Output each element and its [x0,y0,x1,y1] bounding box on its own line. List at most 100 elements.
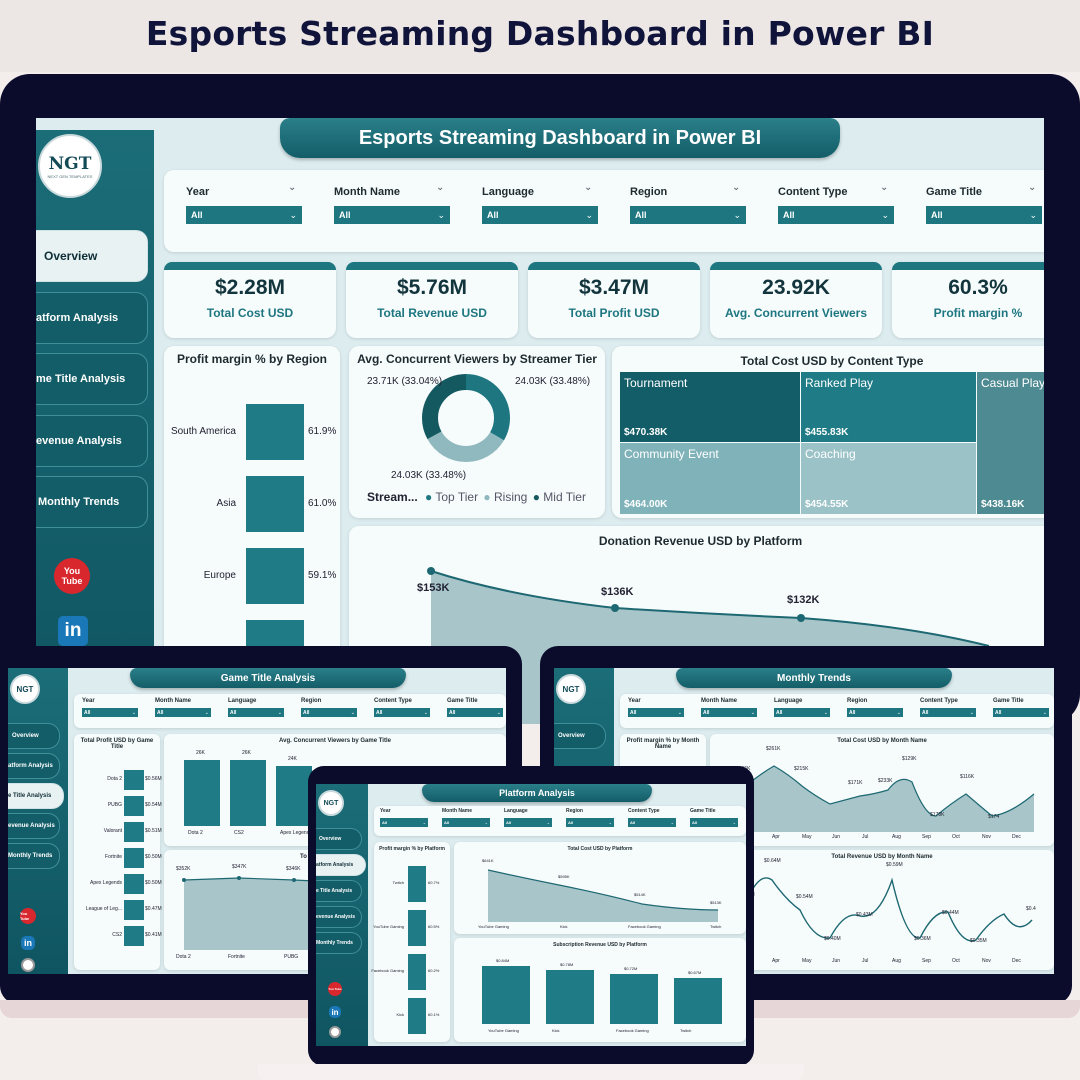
nav-overview[interactable]: Overview [36,230,148,282]
gt-profit-label-2: Valorant [103,828,122,834]
youtube-icon[interactable]: You Tube [328,982,342,996]
region-bar-partial[interactable] [246,620,304,650]
pa-margin-bar-2[interactable] [408,954,426,990]
gt-slicers-dropdown-5[interactable]: All ⌄ [447,708,503,717]
tile-community-event[interactable]: Community Event $464.00K [620,443,800,514]
mt-slicers-dropdown-5[interactable]: All ⌄ [993,708,1049,717]
donut-slice-mid-tier [422,374,510,462]
slicer-dropdown-3[interactable]: All ⌄ [630,206,746,224]
pa-nav-platform[interactable]: atform Analysis [316,854,366,876]
gt-profit-bar-4[interactable] [124,874,144,894]
gt-slicers-dropdown-0[interactable]: All ⌄ [82,708,138,717]
gt-viewers-bar-0[interactable] [184,760,220,826]
pa-margin-label-1: YouTube Gaming [373,924,404,929]
pa-margin-bar-1[interactable] [408,910,426,946]
region-bar-0[interactable] [246,404,304,460]
chevron-down-icon: ⌄ [546,820,550,825]
slicer-dropdown-2[interactable]: All ⌄ [482,206,598,224]
region-bar-2[interactable] [246,548,304,604]
donut-label-2: 24.03K (33.48%) [515,376,591,387]
gt-profit-value-4: $0.50M [145,880,162,886]
youtube-icon[interactable]: You Tube [54,558,90,594]
gt-profit-bar-5[interactable] [124,900,144,920]
youtube-icon[interactable]: You Tube [20,908,36,924]
chevron-down-icon: ⌄ [880,182,889,193]
tile-coaching[interactable]: Coaching $454.55K [801,443,976,514]
pa-slicers-dropdown-3[interactable]: All ⌄ [566,818,614,827]
linkedin-icon[interactable]: in [329,1006,341,1018]
pa-margin-bar-0[interactable] [408,866,426,902]
pa-nav-game-title[interactable]: e Title Analysis [316,880,362,902]
tile-tournament[interactable]: Tournament $470.38K [620,372,800,442]
pa-logo: NGT [318,790,344,816]
nav-monthly-trends[interactable]: Monthly Trends [36,476,148,528]
kpi-card-cap [710,262,882,270]
pa-nav-revenue[interactable]: evenue Analysis [316,906,362,928]
gt-profit-bar-0[interactable] [124,770,144,790]
chevron-down-icon: ⌄ [969,709,974,716]
globe-icon[interactable] [329,1026,341,1038]
mt-revenue-label-3: $0.40M [824,936,841,942]
mt-cost-area [710,766,1034,832]
mt-slicers-dropdown-4[interactable]: All ⌄ [920,708,976,717]
mt-slicers-dropdown-1[interactable]: All ⌄ [701,708,757,717]
nav-overview-label: Overview [44,249,98,263]
tile-ranked-play[interactable]: Ranked Play $455.83K [801,372,976,442]
gt-lower-point-1 [182,878,186,882]
kpi-value-4: 60.3% [948,276,1008,299]
gt-slicers-dropdown-1[interactable]: All ⌄ [155,708,211,717]
mt-slicers-dropdown-2[interactable]: All ⌄ [774,708,830,717]
tile-casual-play[interactable]: Casual Play $438.16K [977,372,1044,514]
linkedin-icon[interactable]: in [58,616,88,646]
slicer-dropdown-1[interactable]: All ⌄ [334,206,450,224]
pa-margin-bar-3[interactable] [408,998,426,1034]
linkedin-icon[interactable]: in [21,936,35,950]
pa-sub-bar-2[interactable] [610,974,658,1024]
gt-profit-bar-1[interactable] [124,796,144,816]
gt-viewers-axis-1: CS2 [234,830,244,836]
nav-game-title-analysis[interactable]: me Title Analysis [36,353,148,405]
region-value-2: 59.1% [308,570,337,581]
gt-slicers-dropdown-3[interactable]: All ⌄ [301,708,357,717]
region-bar-1[interactable] [246,476,304,532]
slicer-dropdown-5[interactable]: All ⌄ [926,206,1042,224]
gt-nav-monthly[interactable]: Monthly Trends [8,843,60,869]
pa-sub-axis-3: Twitch [680,1028,692,1033]
gt-viewers-bar-1[interactable] [230,760,266,826]
pa-slicers-dropdown-0[interactable]: All ⌄ [380,818,428,827]
mt-slicers-dropdown-0[interactable]: All ⌄ [628,708,684,717]
pa-slicers-dropdown-2[interactable]: All ⌄ [504,818,552,827]
pa-slicers-dropdown-5[interactable]: All ⌄ [690,818,738,827]
gt-profit-bar-6[interactable] [124,926,144,946]
gt-slicers-label-0: Year [82,698,95,704]
gt-nav-revenue[interactable]: evenue Analysis [8,813,60,839]
gt-nav-overview[interactable]: Overview [8,723,60,749]
mt-revenue-label-2: $0.54M [796,894,813,900]
mt-slicers-dropdown-3[interactable]: All ⌄ [847,708,903,717]
pa-sub-bar-3[interactable] [674,978,722,1024]
pa-slicers-dropdown-4[interactable]: All ⌄ [628,818,676,827]
gt-profit-bar-2[interactable] [124,822,144,842]
mt-logo: NGT [556,674,586,704]
pa-slicers-dropdown-1[interactable]: All ⌄ [442,818,490,827]
pa-nav-overview[interactable]: Overview [316,828,362,850]
gt-viewers-bar-2[interactable] [276,766,312,826]
mt-cost-month-9: Nov [982,834,991,840]
gt-profit-bar-3[interactable] [124,848,144,868]
nav-revenue-analysis[interactable]: evenue Analysis [36,415,148,467]
kpi-card-cap [892,262,1044,270]
gt-nav-platform[interactable]: atform Analysis [8,753,60,779]
globe-icon[interactable] [21,958,35,972]
pa-sub-bar-0[interactable] [482,966,530,1024]
pa-sub-bar-1[interactable] [546,970,594,1024]
chevron-down-icon: ⌄ [732,182,741,193]
pa-cost-axis-4: Twitch [710,924,722,929]
mt-nav-overview[interactable]: Overview [554,723,606,749]
gt-nav-game-title[interactable]: e Title Analysis [8,783,64,809]
slicer-dropdown-0[interactable]: All ⌄ [186,206,302,224]
slicer-dropdown-4[interactable]: All ⌄ [778,206,894,224]
pa-nav-monthly[interactable]: Monthly Trends [316,932,362,954]
gt-slicers-dropdown-4[interactable]: All ⌄ [374,708,430,717]
gt-slicers-dropdown-2[interactable]: All ⌄ [228,708,284,717]
nav-platform-analysis[interactable]: atform Analysis [36,292,148,344]
